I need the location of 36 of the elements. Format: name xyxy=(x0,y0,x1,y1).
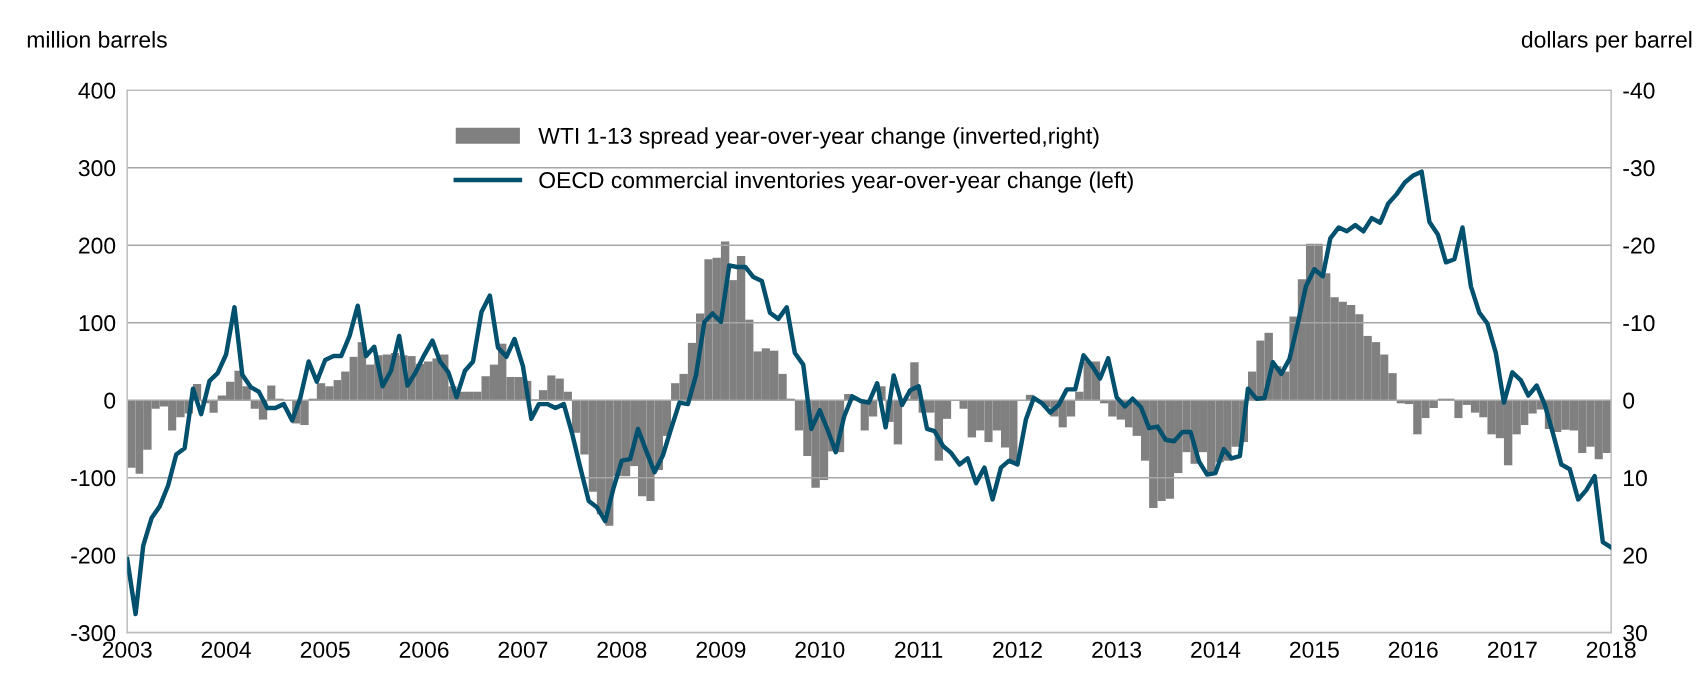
y-tick-label: 300 xyxy=(78,160,116,177)
x-tick-label: 2017 xyxy=(1488,641,1537,658)
x-tick-label: 2018 xyxy=(1586,641,1636,658)
x-tick-label: 2009 xyxy=(696,641,746,658)
x-tick-label: 2006 xyxy=(399,641,449,658)
y-tick-label: 100 xyxy=(79,315,116,332)
x-tick-label: 2007 xyxy=(498,641,548,658)
x-tick-label: 2004 xyxy=(201,641,251,658)
y2-tick-label: 20 xyxy=(1623,547,1647,564)
y-tick-label: 0 xyxy=(104,392,116,409)
x-tick-label: 2014 xyxy=(1191,641,1241,658)
y-tick-label: 200 xyxy=(79,237,116,254)
y2-tick-label: 30 xyxy=(1623,625,1647,642)
x-tick-label: 2005 xyxy=(300,641,350,658)
y2-tick-label: 0 xyxy=(1623,392,1635,409)
x-tick-label: 2012 xyxy=(993,641,1042,658)
x-tick-label: 2015 xyxy=(1290,641,1339,658)
y-tick-label: 400 xyxy=(78,82,116,99)
y2-tick-label: -40 xyxy=(1623,82,1655,99)
x-tick-label: 2013 xyxy=(1092,641,1142,658)
y2-axis-title: dollars per barrel xyxy=(1521,30,1692,53)
legend-label: WTI 1-13 spread year-over-year change (inverted,right) xyxy=(538,127,1099,149)
x-tick-label: 2011 xyxy=(895,641,943,658)
y2-tick-label: -30 xyxy=(1623,160,1655,177)
y-tick-label: -300 xyxy=(71,625,116,642)
x-tick-label: 2016 xyxy=(1388,641,1438,658)
x-tick-label: 2003 xyxy=(102,641,152,658)
legend-label: OECD commercial inventories year-over-year change (left) xyxy=(539,171,1133,193)
y2-tick-label: 10 xyxy=(1624,470,1647,487)
x-tick-label: 2008 xyxy=(597,641,647,658)
y-axis-title: million barrels xyxy=(27,30,167,48)
y2-tick-label: -10 xyxy=(1623,315,1655,332)
x-tick-label: 2010 xyxy=(795,641,845,658)
y-tick-label: -200 xyxy=(71,547,116,564)
y-tick-label: -100 xyxy=(71,470,116,487)
y2-tick-label: -20 xyxy=(1623,237,1655,254)
